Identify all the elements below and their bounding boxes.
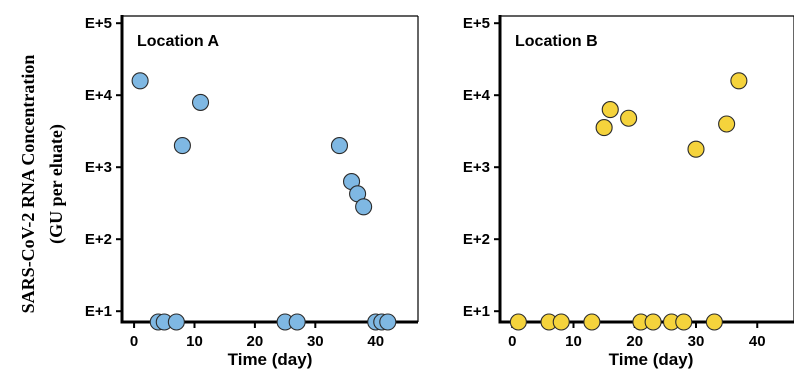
data-point bbox=[705, 313, 723, 331]
data-point bbox=[687, 140, 705, 158]
data-point bbox=[330, 137, 349, 155]
data-point bbox=[552, 313, 570, 331]
panel-location-a: Location A Time (day) E+1 E+2 E+3 E+4 E+5 0 10… bbox=[85, 15, 419, 369]
data-point bbox=[191, 93, 210, 111]
y-tick-label: E+1 bbox=[85, 303, 112, 320]
data-point bbox=[601, 101, 619, 119]
y-tick-label: E+1 bbox=[463, 303, 490, 320]
data-point bbox=[509, 313, 527, 331]
y-tick-label: E+5 bbox=[463, 15, 490, 32]
data-point bbox=[288, 313, 306, 331]
data-point bbox=[730, 72, 748, 90]
x-tick-label: 30 bbox=[307, 333, 324, 350]
data-point bbox=[595, 119, 613, 137]
y-tick-label: E+4 bbox=[85, 87, 113, 104]
panel-title: Location B bbox=[515, 33, 598, 50]
x-axis-label: Time (day) bbox=[228, 350, 313, 369]
x-tick-label: 40 bbox=[749, 333, 766, 350]
x-tick-label: 10 bbox=[565, 333, 582, 350]
y-axis-label-line-2: (GU per eluate) bbox=[46, 124, 67, 244]
data-point bbox=[131, 72, 149, 90]
y-axis-label-line-1: SARS-CoV-2 RNA Concentration bbox=[18, 55, 38, 314]
data-point bbox=[675, 313, 693, 331]
y-axis-shared-label: SARS-CoV-2 RNA Concentration (GU per elu… bbox=[18, 55, 67, 314]
data-point bbox=[644, 313, 662, 331]
x-tick-label: 20 bbox=[626, 333, 643, 350]
panel-location-b: Location B Time (day) E+1 E+2 E+3 E+4 E+5 0 10… bbox=[463, 15, 794, 369]
x-tick-label: 0 bbox=[508, 333, 516, 350]
x-tick-label: 30 bbox=[688, 333, 705, 350]
x-axis-label: Time (day) bbox=[609, 350, 694, 369]
y-tick-label: E+3 bbox=[463, 159, 490, 176]
panel-title: Location A bbox=[137, 33, 220, 50]
x-tick-label: 40 bbox=[367, 333, 384, 350]
data-point bbox=[173, 137, 191, 155]
x-tick-label: 20 bbox=[247, 333, 264, 350]
y-tick-label: E+4 bbox=[463, 87, 491, 104]
y-tick-label: E+3 bbox=[85, 159, 112, 176]
data-point bbox=[167, 313, 185, 331]
x-tick-label: 0 bbox=[130, 333, 138, 350]
y-tick-label: E+2 bbox=[85, 231, 112, 248]
data-point bbox=[718, 115, 736, 133]
x-tick-label: 10 bbox=[186, 333, 203, 350]
data-point bbox=[583, 313, 601, 331]
data-point bbox=[355, 198, 373, 216]
y-tick-label: E+2 bbox=[463, 231, 490, 248]
data-point bbox=[379, 313, 397, 331]
data-point bbox=[620, 109, 638, 127]
y-tick-label: E+5 bbox=[85, 15, 112, 32]
